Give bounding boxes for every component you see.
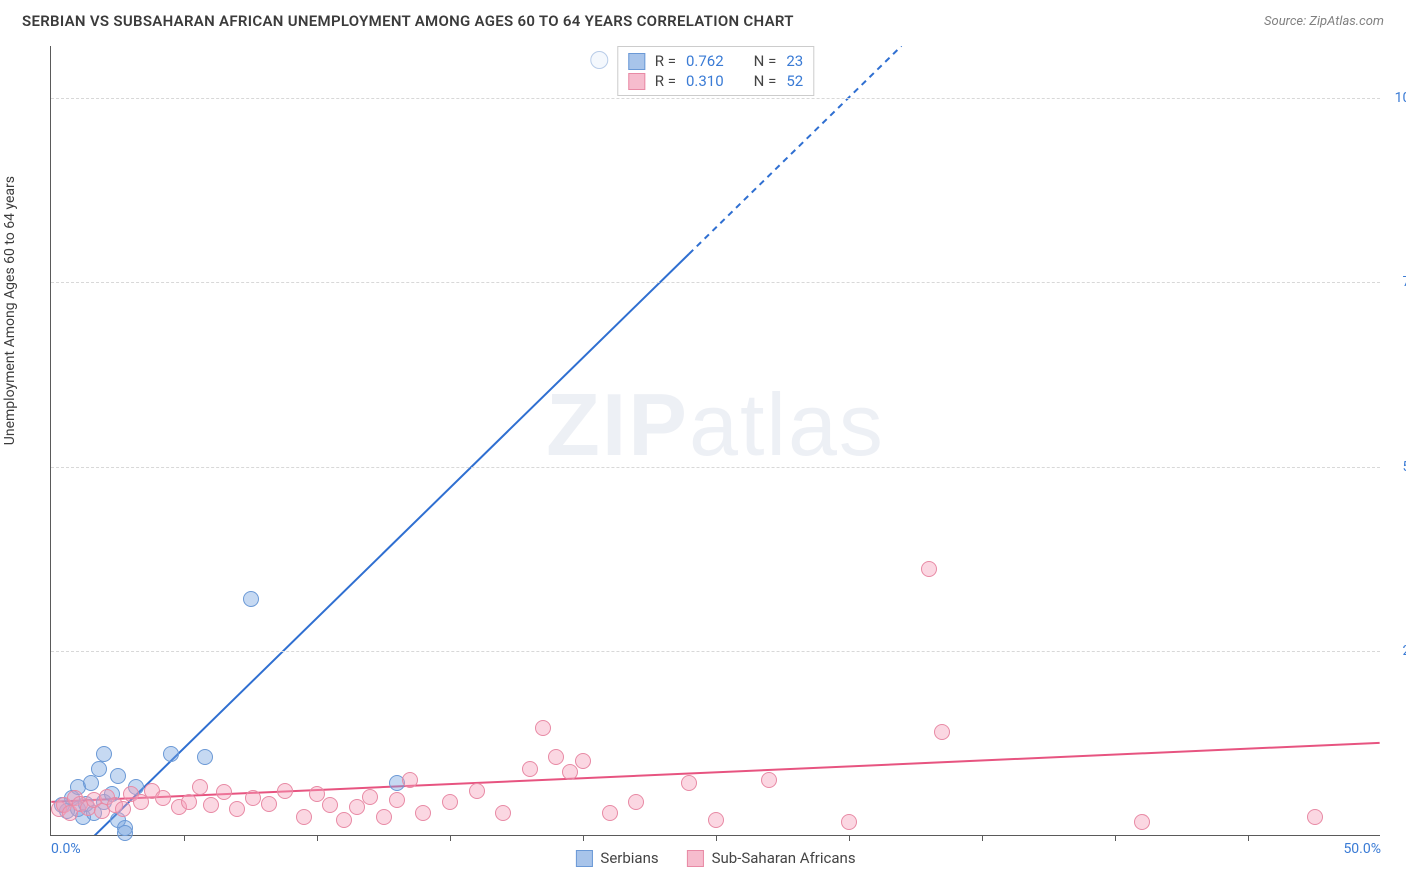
x-tick-label: 0.0% (51, 841, 81, 857)
stats-row-subsaharan: R = 0.310 N = 52 (628, 71, 803, 91)
data-point[interactable] (96, 746, 112, 762)
data-point[interactable] (229, 801, 245, 817)
data-point[interactable] (389, 792, 405, 808)
gridline (51, 651, 1380, 652)
gridline (51, 282, 1380, 283)
data-point[interactable] (376, 809, 392, 825)
data-point[interactable] (495, 805, 511, 821)
y-axis-label: Unemployment Among Ages 60 to 64 years (2, 176, 18, 445)
data-point[interactable] (322, 797, 338, 813)
n-value-subsaharan: 52 (786, 72, 803, 90)
x-tick-label: 50.0% (1343, 841, 1381, 857)
stats-legend: R = 0.762 N = 23 R = 0.310 N = 52 (617, 46, 814, 96)
source-attribution: Source: ZipAtlas.com (1264, 14, 1384, 29)
data-point[interactable] (349, 799, 365, 815)
x-tick (184, 835, 185, 841)
n-label: N = (754, 72, 777, 90)
x-tick (583, 835, 584, 841)
r-label: R = (655, 52, 676, 70)
data-point[interactable] (628, 794, 644, 810)
data-point[interactable] (203, 797, 219, 813)
data-point[interactable] (469, 783, 485, 799)
stats-row-serbians: R = 0.762 N = 23 (628, 51, 803, 71)
data-point[interactable] (1134, 814, 1150, 830)
data-point[interactable] (336, 812, 352, 828)
y-tick-label: 50.0% (1402, 459, 1406, 475)
n-value-serbians: 23 (786, 52, 803, 70)
data-point[interactable] (415, 805, 431, 821)
data-point[interactable] (402, 772, 418, 788)
data-point[interactable] (216, 784, 232, 800)
data-point[interactable] (535, 720, 551, 736)
data-point[interactable] (575, 753, 591, 769)
swatch-serbians (575, 850, 592, 867)
gridline (51, 467, 1380, 468)
data-point[interactable] (117, 825, 133, 841)
data-point[interactable] (602, 805, 618, 821)
swatch-subsaharan (687, 850, 704, 867)
x-tick (1115, 835, 1116, 841)
data-point[interactable] (261, 796, 277, 812)
data-point[interactable] (442, 794, 458, 810)
r-value-serbians: 0.762 (686, 52, 724, 70)
data-point[interactable] (91, 761, 107, 777)
data-point[interactable] (83, 775, 99, 791)
data-point[interactable] (362, 789, 378, 805)
data-point[interactable] (309, 786, 325, 802)
data-point[interactable] (192, 779, 208, 795)
info-icon[interactable] (590, 51, 608, 69)
data-point[interactable] (296, 809, 312, 825)
swatch-subsaharan (628, 73, 645, 90)
data-point[interactable] (681, 775, 697, 791)
data-point[interactable] (155, 790, 171, 806)
r-label: R = (655, 72, 676, 90)
chart-title: SERBIAN VS SUBSAHARAN AFRICAN UNEMPLOYME… (22, 12, 794, 30)
data-point[interactable] (115, 801, 131, 817)
data-point[interactable] (841, 814, 857, 830)
data-point[interactable] (548, 749, 564, 765)
data-point[interactable] (181, 794, 197, 810)
legend-label: Sub-Saharan Africans (712, 849, 856, 867)
data-point[interactable] (277, 783, 293, 799)
swatch-serbians (628, 53, 645, 70)
x-tick (982, 835, 983, 841)
y-tick-label: 25.0% (1402, 643, 1406, 659)
bottom-legend: Serbians Sub-Saharan Africans (575, 849, 855, 867)
data-point[interactable] (243, 591, 259, 607)
data-point[interactable] (1307, 809, 1323, 825)
x-tick (1248, 835, 1249, 841)
scatter-plot-area: ZIPatlas R = 0.762 N = 23 R = 0.310 N = … (50, 46, 1380, 836)
legend-item-serbians[interactable]: Serbians (575, 849, 658, 867)
data-point[interactable] (110, 768, 126, 784)
x-tick (849, 835, 850, 841)
data-point[interactable] (522, 761, 538, 777)
legend-item-subsaharan[interactable]: Sub-Saharan Africans (687, 849, 856, 867)
watermark: ZIPatlas (546, 374, 885, 476)
data-point[interactable] (921, 561, 937, 577)
data-point[interactable] (761, 772, 777, 788)
n-label: N = (754, 52, 777, 70)
y-tick-label: 75.0% (1402, 274, 1406, 290)
data-point[interactable] (708, 812, 724, 828)
trend-lines (51, 46, 1380, 835)
legend-label: Serbians (600, 849, 658, 867)
r-value-subsaharan: 0.310 (686, 72, 724, 90)
gridline (51, 98, 1380, 99)
x-tick (716, 835, 717, 841)
data-point[interactable] (163, 746, 179, 762)
data-point[interactable] (562, 764, 578, 780)
data-point[interactable] (934, 724, 950, 740)
data-point[interactable] (245, 790, 261, 806)
data-point[interactable] (197, 749, 213, 765)
x-tick (317, 835, 318, 841)
x-tick (450, 835, 451, 841)
y-tick-label: 100.0% (1395, 90, 1406, 106)
